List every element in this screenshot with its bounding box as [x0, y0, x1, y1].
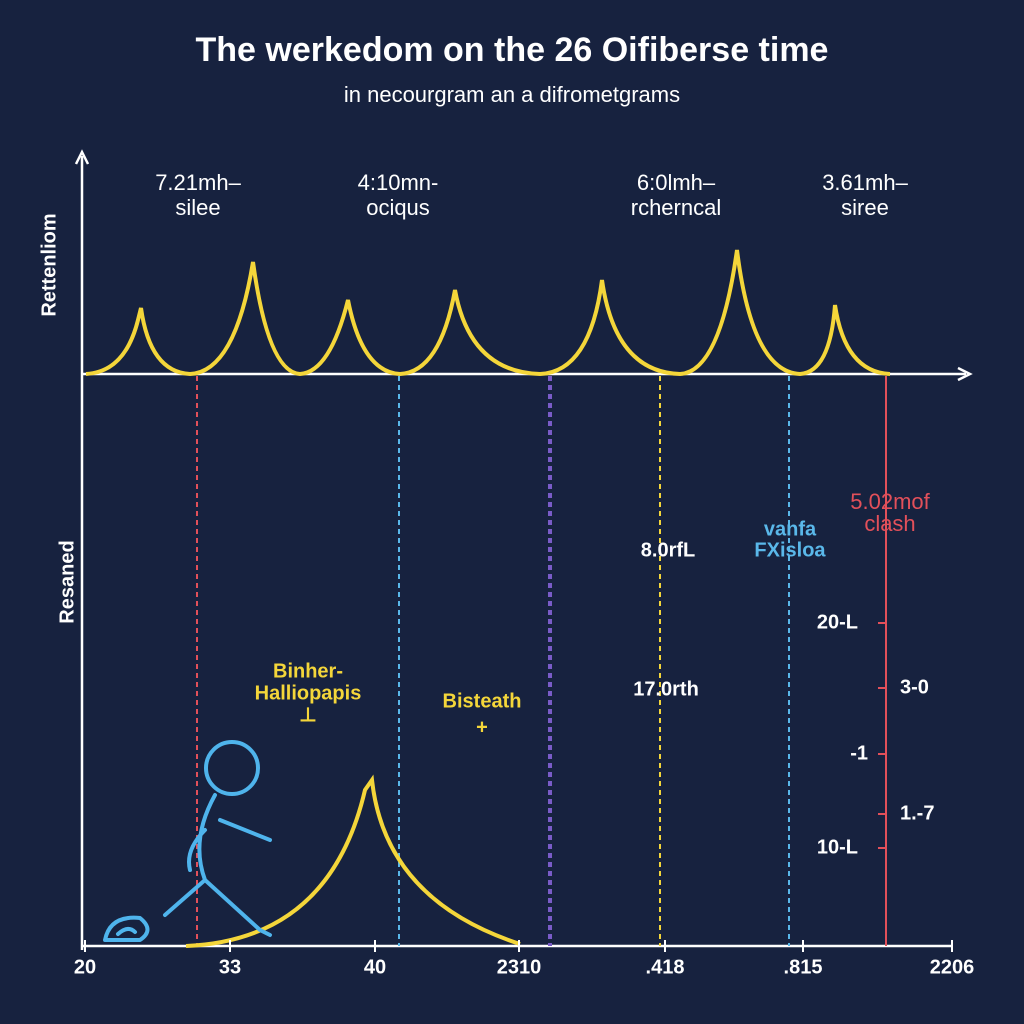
annotation: clash — [864, 511, 915, 536]
lower-trace — [185, 774, 521, 948]
annotation: + — [476, 716, 488, 738]
x-label: 20 — [74, 956, 96, 978]
peak-label: 3.61mh– — [822, 170, 908, 195]
side-tick-label: 10-L — [817, 836, 858, 858]
side-tick-label: 20-L — [817, 611, 858, 633]
x-label: 2206 — [930, 956, 975, 978]
lower-axis-label: Resaned — [56, 540, 78, 623]
annotation: Bisteath — [443, 690, 522, 712]
annotation: 17.0rth — [633, 678, 699, 700]
annotation: Halliopapis — [255, 682, 362, 704]
side-tick-label: -1 — [850, 742, 868, 764]
annotation: ⊥ — [299, 704, 317, 726]
peak-label: ociqus — [366, 195, 430, 220]
upper-axis-label: Rettenliom — [38, 213, 60, 316]
x-label: .418 — [646, 956, 685, 978]
guide-lines — [196, 376, 887, 946]
runner-icon — [103, 740, 272, 942]
peak-label: 6:0lmh– — [637, 170, 716, 195]
peak-label: siree — [841, 195, 889, 220]
annotation: 8.0rfL — [641, 539, 695, 561]
x-label: 40 — [364, 956, 386, 978]
upper-trace — [85, 249, 891, 377]
peak-label: silee — [175, 195, 220, 220]
subtitle: in necourgram an a difrometgrams — [344, 82, 680, 107]
x-label: 33 — [219, 956, 241, 978]
annotation: FXisloa — [754, 539, 826, 561]
side-tick-label: 3-0 — [900, 676, 929, 698]
title: The werkedom on the 26 Oifiberse time — [196, 31, 829, 69]
peak-label: 4:10mn- — [358, 170, 439, 195]
x-label: 2310 — [497, 956, 542, 978]
annotation: vanfa — [764, 518, 817, 540]
side-tick-label: 1.-7 — [900, 802, 934, 824]
annotation: Binher- — [273, 660, 343, 682]
x-label: .815 — [784, 956, 823, 978]
annotation: 5.02mof — [850, 489, 930, 514]
peak-label: rcherncal — [631, 195, 721, 220]
peak-label: 7.21mh– — [155, 170, 241, 195]
